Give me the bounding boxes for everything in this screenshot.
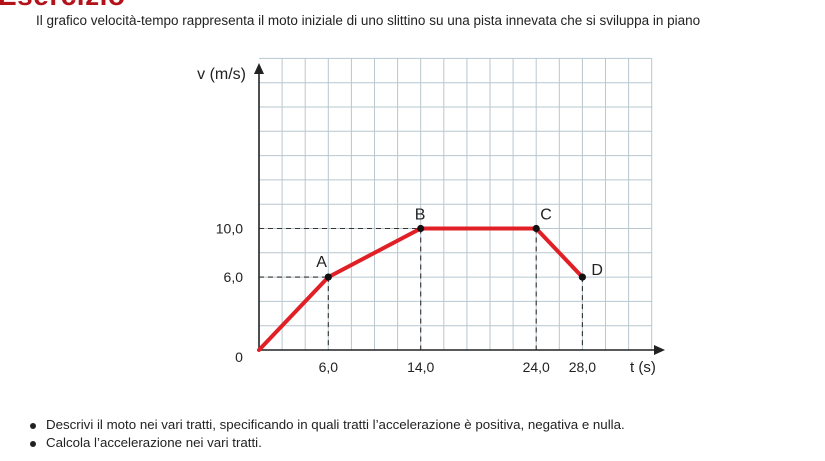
data-point [532,224,540,233]
point-label: A [316,254,327,271]
data-point [578,273,587,281]
x-tick-label: 6,0 [319,359,339,375]
chart-grid [259,57,653,350]
data-point [417,224,425,233]
x-tick-label: 14,0 [407,359,434,375]
question-item: Descrivi il moto nei vari tratti, specif… [30,417,820,439]
data-point [324,273,332,281]
point-label: C [540,207,552,224]
y-axis-label: v (m/s) [197,66,246,83]
point-label: B [415,207,426,224]
y-axis-arrow-icon [254,63,264,74]
x-axis-label: t (s) [630,359,656,376]
exercise-heading: Esercizio [0,0,125,12]
x-tick-label: 28,0 [569,359,596,375]
x-tick-label: 24,0 [523,359,550,375]
tick-labels: 6,0 14,0 24,0 28,0 6,0 10,0 [216,221,596,376]
dashed-guides [259,227,583,350]
y-tick-label: 6,0 [224,269,244,285]
intro-text: Il grafico velocità-tempo rappresenta il… [36,13,701,28]
chart-axes [254,63,665,355]
question-item: Calcola l’accelerazione nei vari tratti. [30,435,820,457]
data-points: A B C D [316,207,603,281]
x-axis-arrow-icon [654,345,665,355]
velocity-time-chart: 6,0 14,0 24,0 28,0 6,0 10,0 A B C D v (m/s) t (s… [197,57,665,376]
origin-label: 0 [235,349,243,365]
question-list: Descrivi il moto nei vari tratti, specif… [30,417,820,461]
point-label: D [591,262,603,279]
y-tick-label: 10,0 [216,221,243,237]
